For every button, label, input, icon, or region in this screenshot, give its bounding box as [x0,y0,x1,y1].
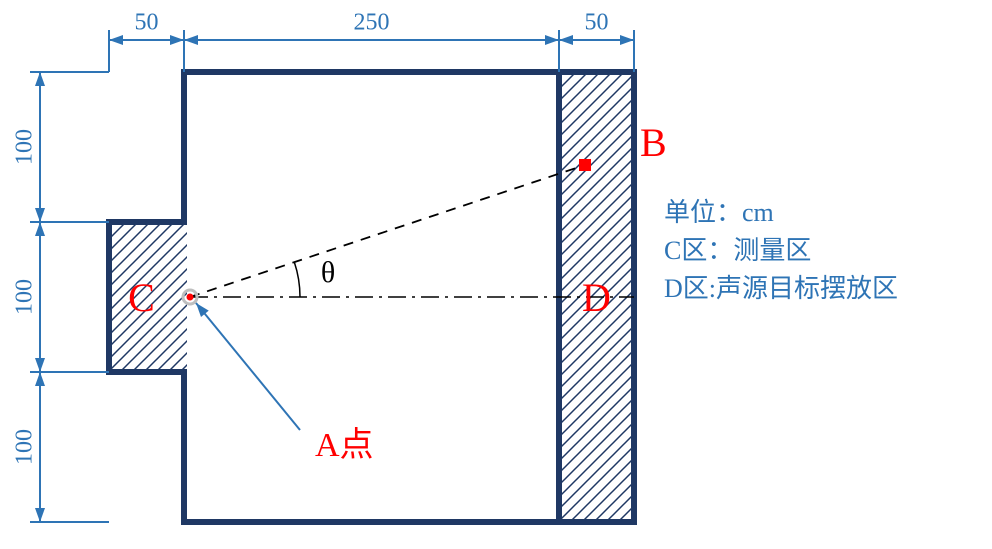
theta-label: θ [321,256,335,289]
dim-left-3-val: 100 [12,429,38,465]
dim-top-2-val: 250 [354,10,390,36]
label-b: B [640,120,667,165]
legend-d: D区:声源目标摆放区 [664,274,898,303]
legend-c: C区：测量区 [664,236,811,265]
point-a-dot [187,294,194,301]
diagram-root: θ A点 C D B 50 250 50 100 100 100 单位：cm C区：测量区 D区:声源目标… [0,0,992,549]
label-d: D [582,275,611,320]
point-b-dot [579,159,591,171]
line-a-b [190,165,585,297]
label-c: C [128,275,155,320]
legend-unit: 单位：cm [664,198,774,227]
label-a: A点 [315,426,374,464]
angle-arc [294,262,300,297]
pointer-a-line [196,303,300,430]
dim-left-1-val: 100 [12,129,38,165]
dim-top-1-val: 50 [135,10,159,36]
dim-top-3-val: 50 [585,10,609,36]
dim-left-2-val: 100 [12,279,38,315]
